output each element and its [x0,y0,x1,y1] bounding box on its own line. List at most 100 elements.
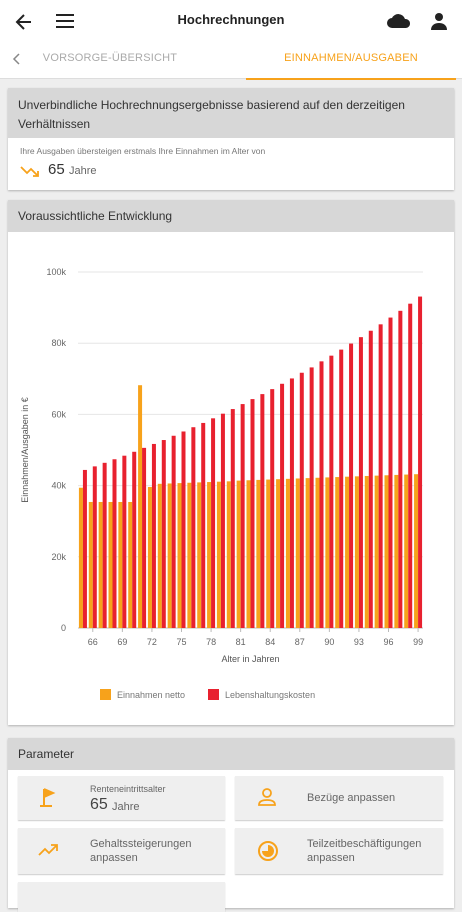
bar [388,317,393,628]
x-tick-label: 69 [117,637,127,647]
bar [256,479,261,628]
bar [108,501,113,628]
y-tick-label: 80k [51,338,66,348]
tab-scroll-left[interactable] [12,53,22,65]
bar [374,475,379,628]
tab-active[interactable]: EINNAHMEN/AUSGABEN [246,42,456,80]
back-button[interactable] [14,12,34,32]
bar [157,483,162,628]
y-tick-label: 40k [51,481,66,491]
tab[interactable]: VORSORGE-ÜBERSICHT [42,52,178,64]
legend-label: Lebenshaltungskosten [225,690,315,700]
person-icon [258,788,276,806]
bar [240,404,245,628]
bar [418,296,423,628]
bar [151,443,156,628]
bar [211,418,216,628]
bar [128,501,133,628]
bar [289,378,294,628]
bar [398,310,403,628]
chart-card: Voraussichtliche Entwicklung 0 20k 40k 60k 8… [8,200,454,725]
bar [345,476,350,628]
x-tick-label: 96 [383,637,393,647]
card-header: Parameter [8,738,454,770]
bar [118,501,123,628]
bar [339,349,344,628]
trend-down-icon [20,166,39,177]
tile-unit: Jahre [112,801,140,813]
bar [78,487,83,628]
bar [122,455,127,628]
parameter-tile[interactable]: Gehaltssteigerungen anpassen [18,828,225,874]
bar [309,367,314,628]
bar [112,459,117,628]
bar [132,451,137,628]
parameter-card: Parameter Renteneintrittsalter 65 Jahre … [8,738,454,912]
bar [305,478,310,628]
parameter-tile[interactable]: Bezüge anpassen [235,776,443,820]
y-tick-label: 100k [46,267,66,277]
parameter-tile[interactable]: Teilzeitbeschäftigungen anpassen [235,828,443,874]
bar [142,447,147,628]
bar [384,475,389,628]
tile-label: Teilzeitbeschäftigungen anpassen [307,838,422,864]
parameter-tile[interactable]: Renteneintrittsalter 65 Jahre [18,776,225,820]
bar [191,427,196,628]
card-header: Unverbindliche Hochrechnungsergebnisse b… [8,88,454,138]
bar [285,478,290,628]
bar [270,389,275,628]
bar [230,409,235,628]
bar [349,343,354,628]
bar [187,482,192,628]
flag-icon [40,788,56,807]
bar [358,337,363,628]
x-tick-label: 84 [265,637,275,647]
caption: Ihre Ausgaben übersteigen erstmals Ihre … [20,146,266,156]
bar [197,482,202,628]
bar [408,303,413,628]
x-tick-label: 99 [413,637,423,647]
bar [177,483,182,628]
bar [260,394,265,628]
bar [329,355,334,628]
bar [167,483,172,628]
profile-button[interactable] [430,12,448,30]
bar [216,481,221,628]
tile-label: Renteneintrittsalter [90,784,166,794]
x-tick-label: 78 [206,637,216,647]
cloud-button[interactable] [386,12,412,30]
bar [394,474,399,628]
legend-swatch [208,689,219,700]
bar [295,478,300,628]
summary-card: Unverbindliche Hochrechnungsergebnisse b… [8,88,454,190]
bar [88,501,93,628]
app-bar: Hochrechnungen [0,0,462,42]
bar [147,487,152,628]
bar [250,399,255,628]
bar [92,466,97,628]
x-tick-label: 75 [176,637,186,647]
y-tick-label: 20k [51,552,66,562]
parameter-tile[interactable] [18,882,225,912]
legend-label: Einnahmen netto [117,690,185,700]
legend-swatch [100,689,111,700]
bar [335,477,340,628]
bar [414,474,419,628]
bar [319,361,324,628]
age-value: 65 [48,161,65,178]
bar [280,383,285,628]
y-axis-title: Einnahmen/Ausgaben in € [20,397,30,503]
bar [138,385,143,628]
bar [325,477,330,628]
bar [276,479,281,628]
bar [299,372,304,628]
bar [201,422,206,628]
x-tick-label: 81 [236,637,246,647]
menu-button[interactable] [55,13,75,29]
bar [236,480,241,628]
bar [207,482,212,628]
bar [98,501,103,628]
x-tick-label: 66 [88,637,98,647]
bar [220,413,225,628]
